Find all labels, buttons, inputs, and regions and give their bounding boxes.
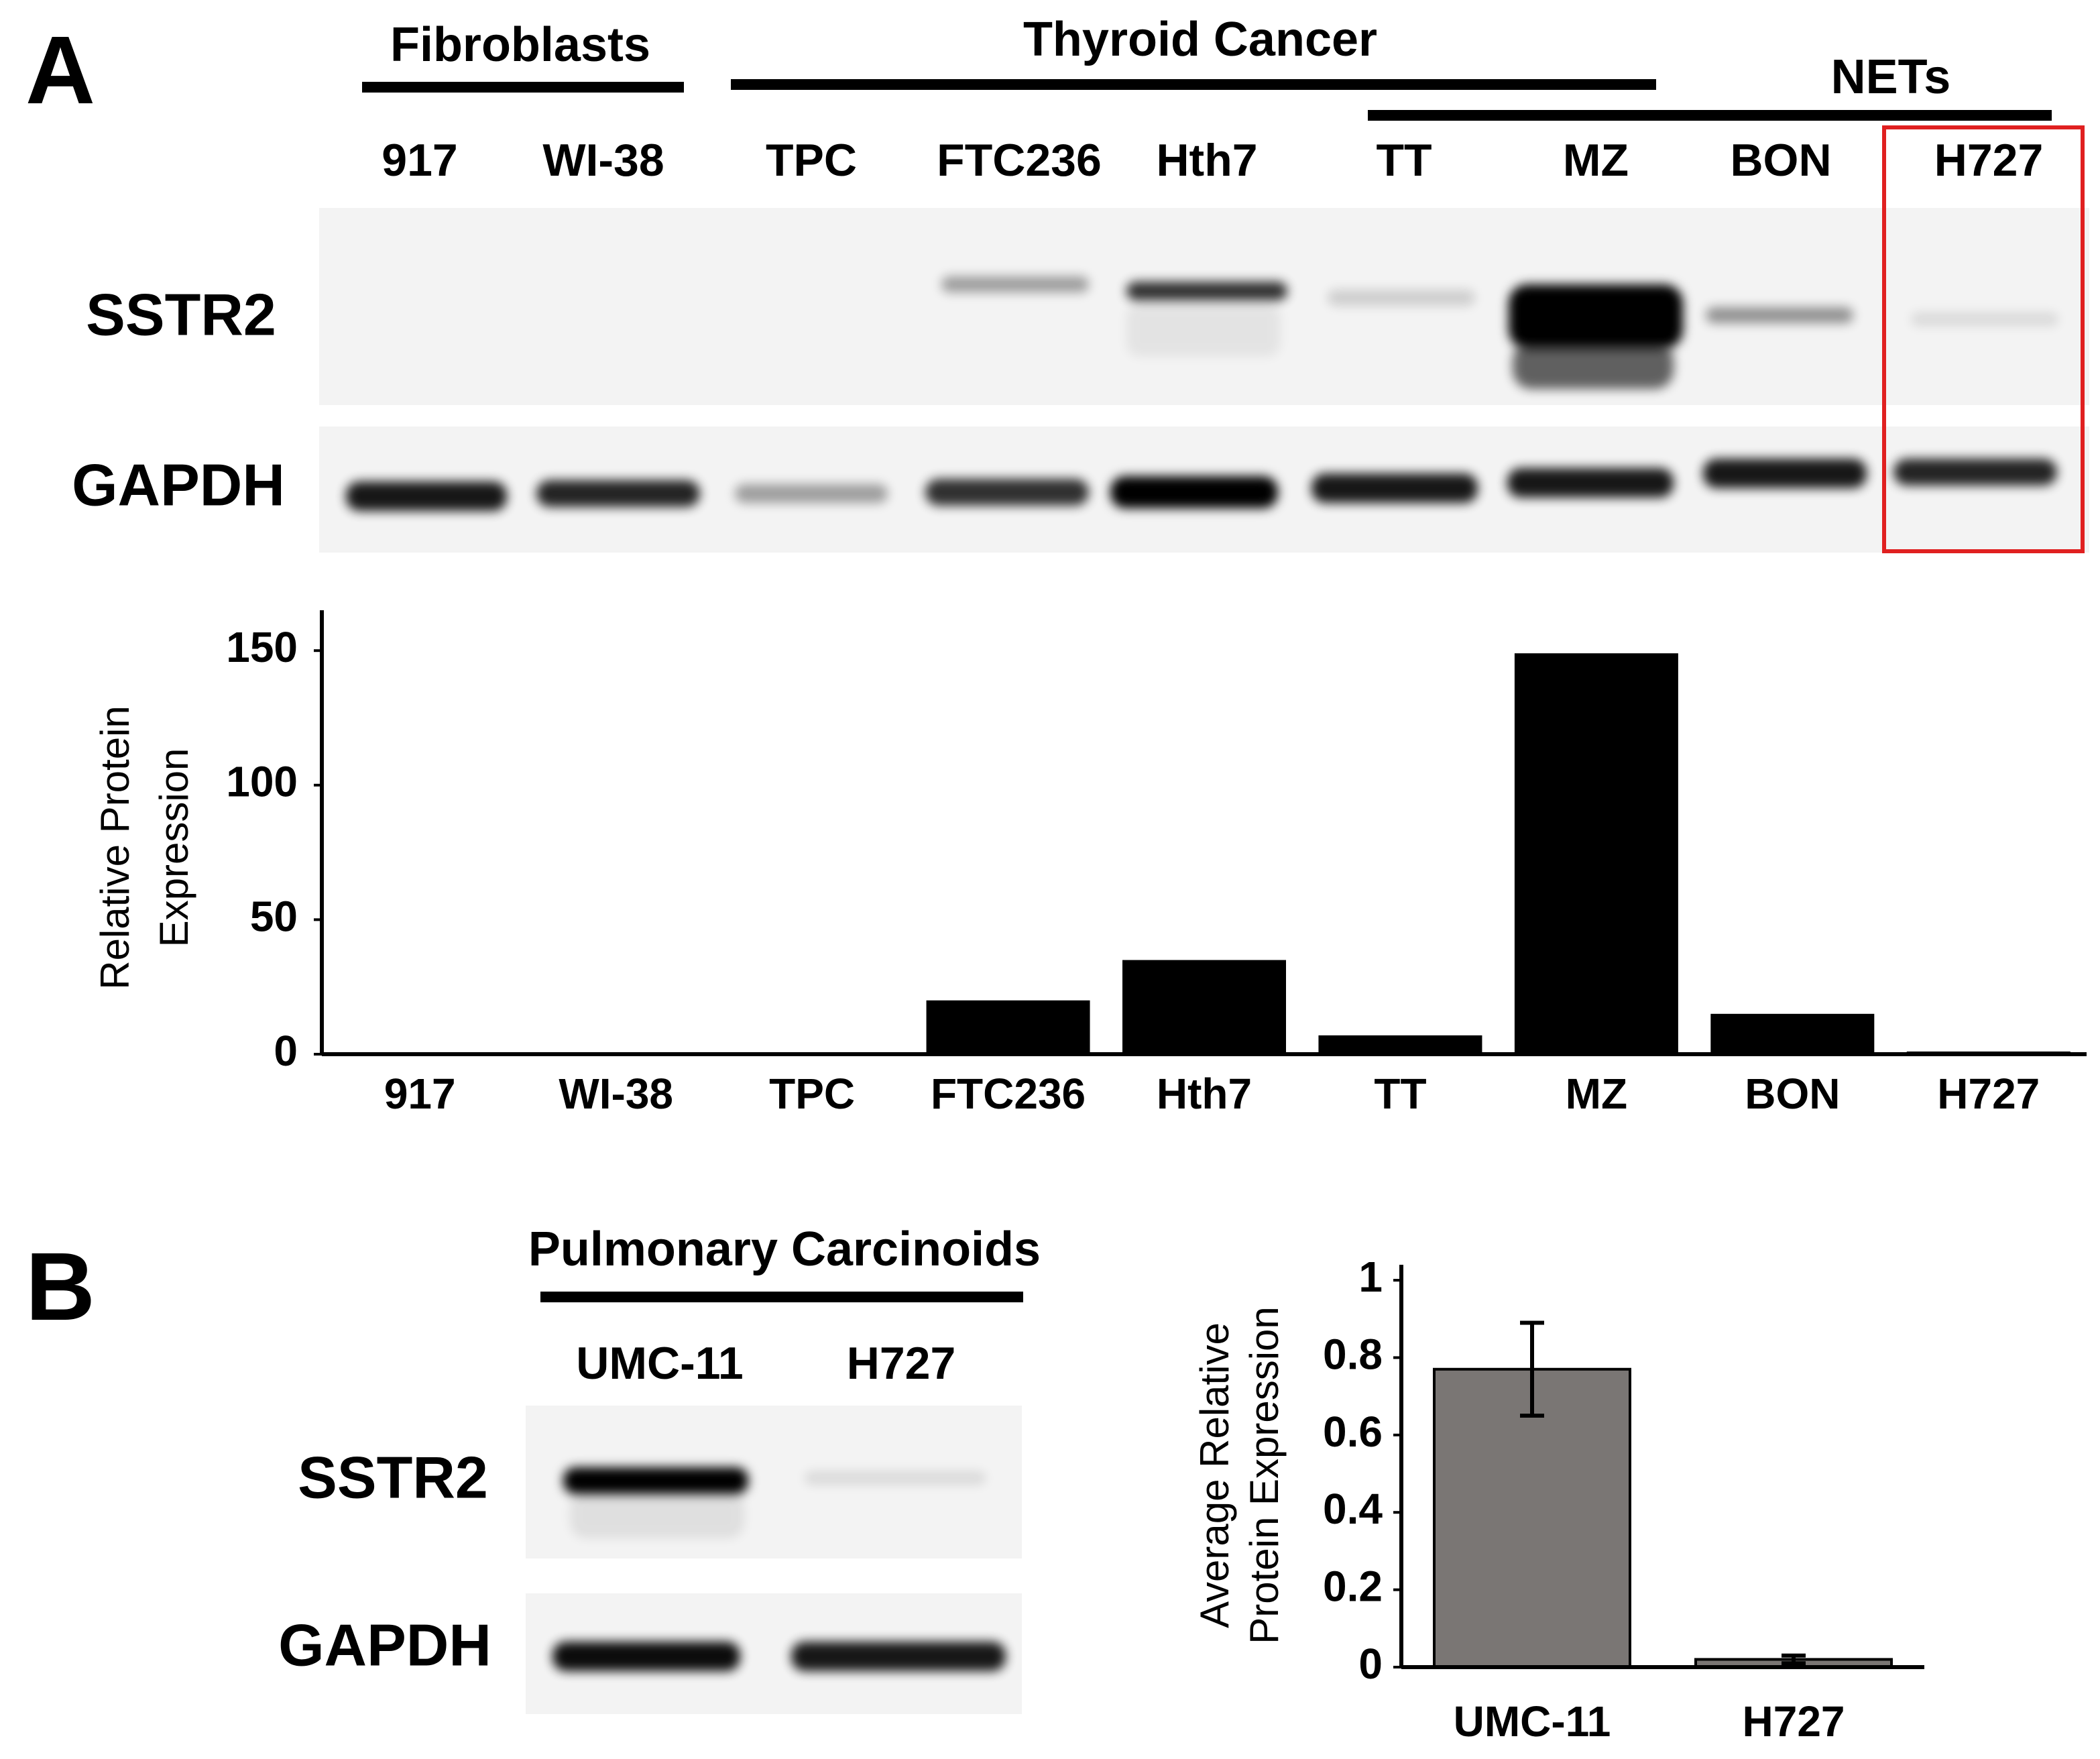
- lane-label: BON: [1730, 135, 1831, 186]
- y-tick-label: 0: [274, 1027, 298, 1075]
- bar: [1318, 1035, 1482, 1054]
- error-bar: [1782, 1653, 1806, 1666]
- row-label: GAPDH: [278, 1611, 491, 1678]
- y-axis-label: Expression: [152, 748, 196, 948]
- x-tick-label: MZ: [1566, 1070, 1627, 1118]
- y-tick-label: 0.8: [1323, 1330, 1383, 1378]
- panel-label: B: [25, 1233, 95, 1341]
- group-label: Thyroid Cancer: [1023, 13, 1377, 66]
- lane-label: MZ: [1563, 135, 1629, 186]
- x-tick-label: BON: [1745, 1070, 1840, 1118]
- x-tick-label: FTC236: [931, 1070, 1086, 1118]
- bar: [1710, 1013, 1875, 1054]
- row-label: GAPDH: [72, 451, 285, 518]
- lane-label: Hth7: [1156, 135, 1257, 186]
- y-tick-label: 0.2: [1323, 1563, 1383, 1611]
- lane-label: FTC236: [937, 135, 1102, 186]
- x-tick-label: H727: [1743, 1697, 1845, 1746]
- row-label: SSTR2: [86, 281, 276, 347]
- lane-label: H727: [1934, 135, 2044, 186]
- y-tick-label: 0.6: [1323, 1408, 1383, 1456]
- y-axis-label: Protein Expression: [1242, 1306, 1287, 1644]
- x-tick-label: 917: [384, 1070, 456, 1118]
- x-tick-label: WI-38: [559, 1070, 673, 1118]
- lane-label: WI-38: [542, 135, 664, 186]
- y-axis-label: Relative Protein: [93, 705, 137, 990]
- blot-sstr2: [319, 208, 2089, 405]
- group-label: Pulmonary Carcinoids: [528, 1223, 1041, 1276]
- y-tick-label: 100: [226, 758, 298, 806]
- panel-label: A: [25, 16, 95, 124]
- lane-label: TT: [1376, 135, 1432, 186]
- error-bar: [1520, 1320, 1544, 1418]
- y-tick-label: 0: [1358, 1640, 1383, 1688]
- x-tick-label: UMC-11: [1454, 1697, 1611, 1746]
- blot-gapdh: [319, 427, 2089, 553]
- y-tick-label: 150: [226, 623, 298, 671]
- lane-label: H727: [847, 1338, 956, 1389]
- y-tick-label: 0.4: [1323, 1485, 1383, 1533]
- group-label: NETs: [1831, 50, 1951, 104]
- row-label: SSTR2: [298, 1444, 488, 1510]
- bar: [926, 1000, 1090, 1054]
- bar: [1433, 1367, 1631, 1669]
- bar: [1122, 960, 1286, 1054]
- x-tick-label: TPC: [769, 1070, 855, 1118]
- y-tick-label: 50: [250, 892, 298, 940]
- lane-label: UMC-11: [576, 1338, 743, 1389]
- bar: [1514, 653, 1678, 1054]
- blot-gapdh-b: [526, 1593, 1022, 1714]
- group-label: Fibroblasts: [390, 18, 650, 72]
- lane-label: 917: [382, 135, 457, 186]
- lane-label: TPC: [766, 135, 857, 186]
- x-tick-label: TT: [1374, 1070, 1426, 1118]
- highlight-box: [1882, 125, 2085, 553]
- x-tick-label: H727: [1937, 1070, 2040, 1118]
- y-axis-label: Average Relative: [1192, 1322, 1237, 1628]
- y-tick-label: 1: [1358, 1253, 1383, 1301]
- blot-sstr2-b: [526, 1406, 1022, 1558]
- x-tick-label: Hth7: [1157, 1070, 1252, 1118]
